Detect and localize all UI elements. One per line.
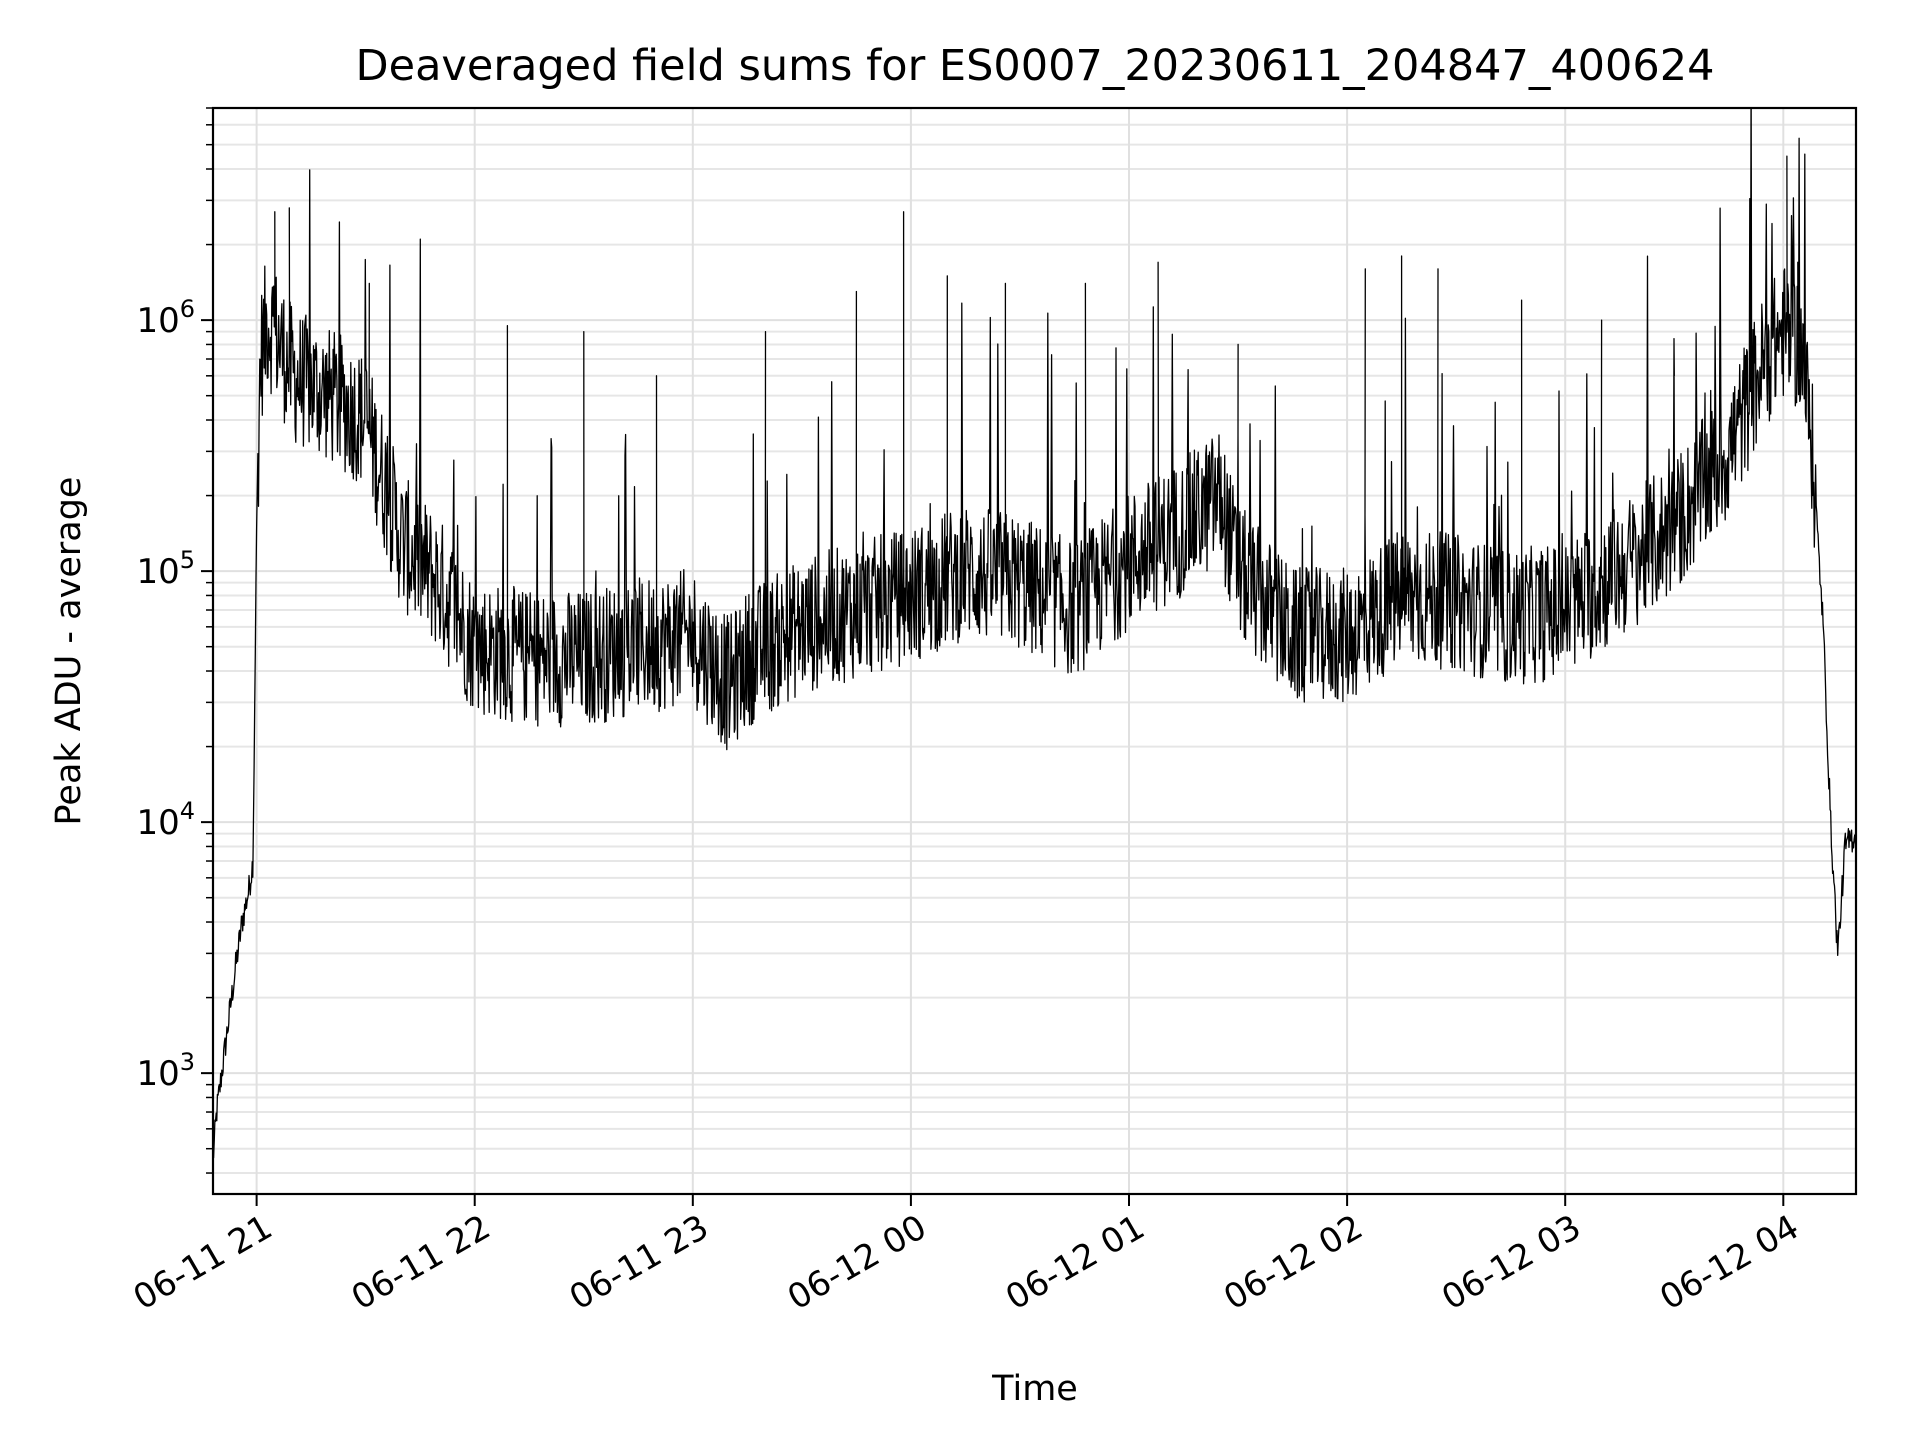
x-tick-label: 06-12 04 <box>1653 1207 1805 1318</box>
y-tick-label: 105 <box>136 546 195 592</box>
x-tick-label: 06-12 00 <box>781 1207 933 1318</box>
x-tick-label: 06-11 22 <box>345 1207 497 1318</box>
y-axis: 103 104 105 106 <box>136 107 213 1174</box>
x-axis: 06-11 21 06-11 22 06-11 23 06-12 00 06-12 01… <box>127 1194 1806 1318</box>
y-tick-label: 104 <box>136 797 195 843</box>
series-line <box>213 108 1856 1159</box>
plot-frame <box>211 106 1858 1196</box>
y-tick-label: 103 <box>136 1048 195 1094</box>
y-axis-label: Peak ADU - average <box>49 477 89 826</box>
x-tick-label: 06-12 02 <box>1217 1207 1369 1318</box>
x-tick-label: 06-12 01 <box>999 1207 1151 1318</box>
plot-area <box>213 108 1856 1159</box>
chart-title: Deaveraged field sums for ES0007_2023061… <box>356 41 1715 91</box>
x-tick-label: 06-11 21 <box>127 1207 279 1318</box>
y-tick-label: 106 <box>136 295 195 341</box>
x-tick-label: 06-12 03 <box>1435 1207 1587 1318</box>
x-axis-label: Time <box>991 1369 1078 1409</box>
x-tick-label: 06-11 23 <box>563 1207 715 1318</box>
